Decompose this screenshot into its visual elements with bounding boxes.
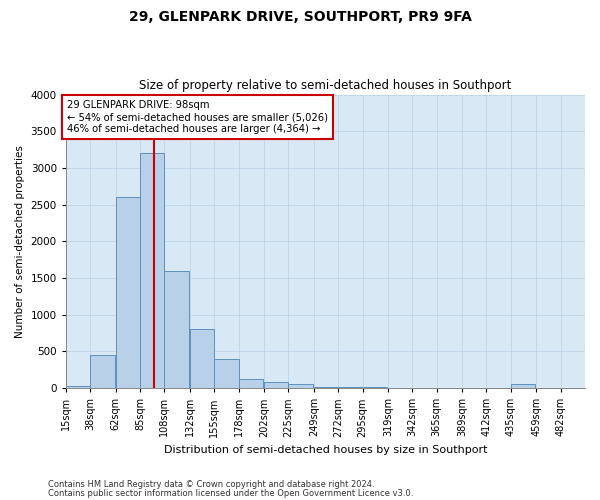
Bar — [214, 359, 239, 388]
Text: 29 GLENPARK DRIVE: 98sqm
← 54% of semi-detached houses are smaller (5,026)
46% o: 29 GLENPARK DRIVE: 98sqm ← 54% of semi-d… — [67, 100, 328, 134]
Bar — [289, 384, 313, 388]
Bar — [66, 386, 90, 388]
Bar — [190, 330, 214, 388]
Bar — [314, 386, 338, 388]
X-axis label: Distribution of semi-detached houses by size in Southport: Distribution of semi-detached houses by … — [164, 445, 487, 455]
Text: Contains public sector information licensed under the Open Government Licence v3: Contains public sector information licen… — [48, 488, 413, 498]
Title: Size of property relative to semi-detached houses in Southport: Size of property relative to semi-detach… — [139, 79, 512, 92]
Bar — [511, 384, 535, 388]
Bar — [239, 378, 263, 388]
Text: 29, GLENPARK DRIVE, SOUTHPORT, PR9 9FA: 29, GLENPARK DRIVE, SOUTHPORT, PR9 9FA — [128, 10, 472, 24]
Y-axis label: Number of semi-detached properties: Number of semi-detached properties — [15, 145, 25, 338]
Bar — [140, 154, 164, 388]
Bar — [116, 198, 140, 388]
Bar — [264, 382, 289, 388]
Text: Contains HM Land Registry data © Crown copyright and database right 2024.: Contains HM Land Registry data © Crown c… — [48, 480, 374, 489]
Bar — [90, 355, 115, 388]
Bar — [164, 270, 189, 388]
